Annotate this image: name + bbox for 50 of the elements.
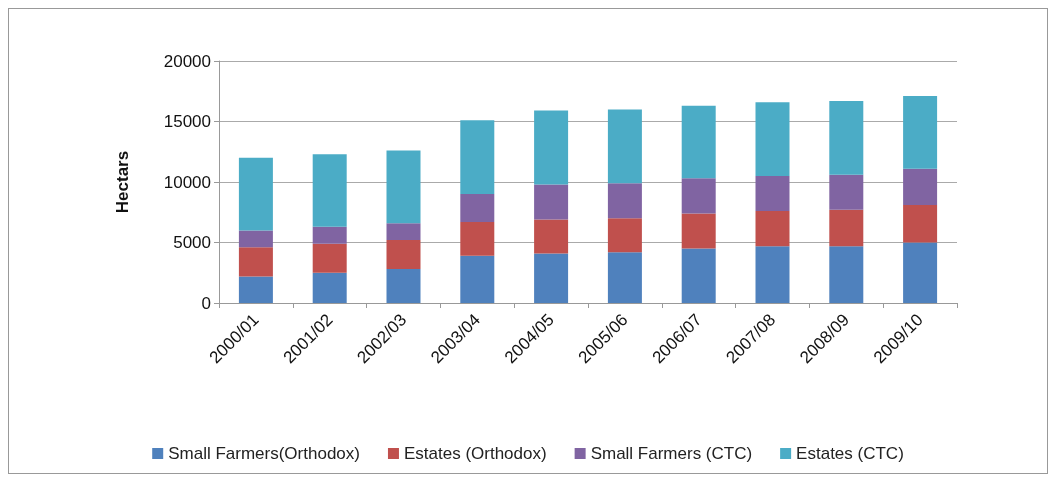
bar [755, 211, 790, 247]
bar [903, 242, 938, 303]
bar [238, 247, 273, 277]
y-tick-label: 10000 [163, 172, 211, 192]
y-tick-label: 20000 [163, 51, 211, 71]
legend-label: Small Farmers (CTC) [590, 444, 753, 463]
bar [829, 246, 864, 303]
bar [460, 194, 495, 222]
bar [386, 223, 421, 241]
bar [607, 109, 642, 184]
y-tick-label: 5000 [173, 233, 211, 252]
bar [534, 219, 569, 254]
bar [681, 213, 716, 249]
bar [238, 230, 273, 248]
bar [238, 157, 273, 231]
y-tick-label: 0 [201, 293, 211, 313]
y-tick-label: 15000 [163, 112, 211, 131]
bar [755, 246, 790, 303]
bar [681, 248, 716, 303]
bar [312, 272, 347, 303]
bar [386, 269, 421, 303]
bar [312, 226, 347, 244]
bar [312, 243, 347, 273]
bar [460, 221, 495, 256]
bar [386, 150, 421, 224]
bar [534, 184, 569, 220]
bar [903, 168, 938, 205]
bar [460, 120, 495, 195]
bar [386, 240, 421, 270]
bar [312, 154, 347, 227]
bar [534, 253, 569, 303]
bar [829, 174, 864, 210]
bar [238, 276, 273, 303]
bar [607, 252, 642, 303]
bar [755, 175, 790, 212]
bar [607, 183, 642, 219]
y-axis-title: Hectars [113, 150, 132, 214]
bar [903, 96, 938, 169]
bar [829, 209, 864, 247]
legend-label: Estates (CTC) [796, 444, 904, 463]
bar [607, 218, 642, 253]
bar [829, 100, 864, 175]
legend-label: Estates (Orthodox) [403, 444, 547, 463]
bar [755, 102, 790, 176]
legend-label: Small Farmers(Orthodox) [168, 444, 360, 463]
bar [460, 255, 495, 303]
bar [681, 178, 716, 214]
bar [534, 110, 569, 185]
bar [903, 204, 938, 243]
bar [681, 105, 716, 179]
